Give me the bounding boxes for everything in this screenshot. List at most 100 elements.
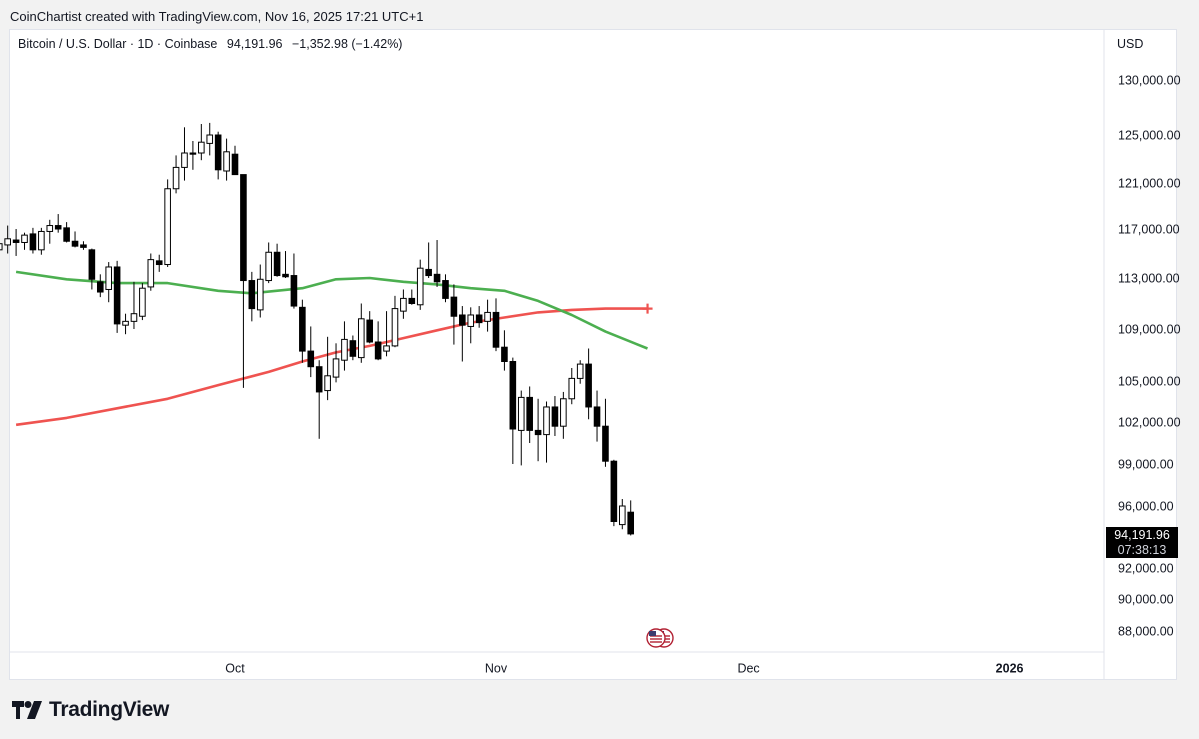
candle-body	[408, 297, 416, 304]
candle-body	[551, 406, 559, 427]
candle-body	[299, 306, 306, 352]
candle-body	[223, 151, 230, 172]
candle-body	[172, 166, 180, 190]
candle-body	[105, 266, 113, 290]
bar-countdown: 07:38:13	[1117, 543, 1167, 557]
candle-body	[560, 398, 567, 427]
candle-body	[290, 275, 298, 307]
candle-body	[29, 233, 37, 251]
y-tick-label: 130,000.00	[1118, 74, 1181, 88]
candle-body	[576, 363, 584, 379]
candle-body	[416, 267, 424, 306]
candle-body	[147, 259, 155, 288]
candle-body	[627, 511, 635, 535]
candle-body	[80, 244, 87, 248]
y-tick-label: 99,000.00	[1118, 458, 1174, 472]
candle-body	[517, 396, 525, 431]
candle-body	[374, 341, 382, 360]
candle-body	[155, 260, 163, 266]
candle-body	[282, 273, 289, 278]
candle-body	[618, 505, 626, 526]
candle-body	[332, 358, 340, 378]
candle-body	[198, 141, 205, 154]
candle-body	[475, 314, 483, 324]
candle-body	[568, 377, 576, 400]
candle-body	[164, 188, 171, 266]
candle-body	[366, 319, 374, 343]
candle-body	[38, 230, 45, 251]
brand-name: TradingView	[49, 698, 170, 721]
candle-body	[130, 313, 138, 322]
candle-body	[88, 249, 96, 280]
y-tick-label: 113,000.00	[1118, 272, 1180, 286]
x-tick-label: Oct	[225, 662, 245, 676]
candle-body	[139, 287, 146, 317]
economic-event-icon	[646, 628, 674, 648]
candle-body	[341, 338, 348, 361]
last-price: 94,191.96	[226, 37, 283, 51]
candle-body	[383, 345, 390, 352]
x-tick-label: Dec	[737, 662, 759, 676]
candle-body	[357, 318, 365, 359]
tradingview-logo[interactable]: TradingView	[12, 698, 169, 722]
candle-body	[324, 375, 331, 392]
y-tick-label: 90,000.00	[1118, 593, 1174, 607]
candle-body	[189, 152, 197, 155]
y-tick-label: 88,000.00	[1118, 625, 1174, 639]
price-change: −1,352.98 (−1.42%)	[291, 37, 403, 51]
candle-body	[307, 350, 315, 368]
candle-body	[231, 153, 239, 176]
chart-frame[interactable]	[9, 29, 1177, 680]
candle-body	[113, 266, 121, 325]
candle-body	[400, 297, 407, 312]
candle-body	[425, 268, 432, 277]
candle-body	[349, 340, 357, 357]
candle-body	[467, 314, 475, 327]
candle-body	[450, 296, 458, 317]
last-price-tag: 94,191.96 07:38:13	[1106, 527, 1178, 558]
y-tick-label: 102,000.00	[1118, 416, 1181, 430]
candle-body	[4, 238, 11, 246]
candle-body	[96, 281, 104, 293]
currency-label[interactable]: USD	[1117, 37, 1144, 51]
y-tick-label: 92,000.00	[1118, 562, 1174, 576]
candle-body	[593, 406, 601, 427]
candle-body	[12, 239, 20, 243]
candle-body	[501, 346, 508, 363]
y-tick-label: 105,000.00	[1118, 375, 1181, 389]
candle-body	[484, 311, 491, 322]
y-tick-label: 96,000.00	[1118, 500, 1174, 514]
candle-body	[240, 174, 247, 282]
candle-body	[492, 311, 500, 348]
crossover-marker	[642, 303, 653, 314]
price-tag-value: 94,191.96	[1114, 528, 1170, 542]
symbol-title: Bitcoin / U.S. Dollar · 1D · Coinbase	[18, 37, 218, 51]
candle-body	[273, 251, 281, 277]
x-tick-label: 2026	[996, 662, 1024, 676]
candle-body	[46, 225, 54, 232]
candle-body	[214, 134, 222, 171]
y-tick-label: 121,000.00	[1118, 177, 1181, 191]
candle-body	[534, 429, 542, 436]
candle-body	[256, 278, 264, 311]
candle-body	[610, 460, 618, 523]
candle-body	[433, 273, 441, 283]
candle-body	[459, 314, 466, 326]
y-tick-label: 117,000.00	[1118, 223, 1180, 237]
symbol-legend[interactable]: Bitcoin / U.S. Dollar · 1D · Coinbase 94…	[18, 37, 408, 51]
y-tick-label: 125,000.00	[1118, 129, 1181, 143]
candle-body	[181, 152, 188, 168]
ma-slow-line	[15, 307, 648, 427]
candle-body	[63, 227, 70, 242]
candle-body	[391, 308, 399, 347]
candle-body	[315, 366, 323, 393]
candle-body	[71, 240, 79, 247]
candle-body	[0, 243, 3, 251]
candle-body	[206, 134, 214, 144]
candle-body	[265, 251, 272, 282]
candle-body	[509, 361, 517, 430]
y-tick-label: 109,000.00	[1118, 323, 1181, 337]
candle-body	[21, 234, 28, 243]
x-tick-label: Nov	[485, 662, 508, 676]
